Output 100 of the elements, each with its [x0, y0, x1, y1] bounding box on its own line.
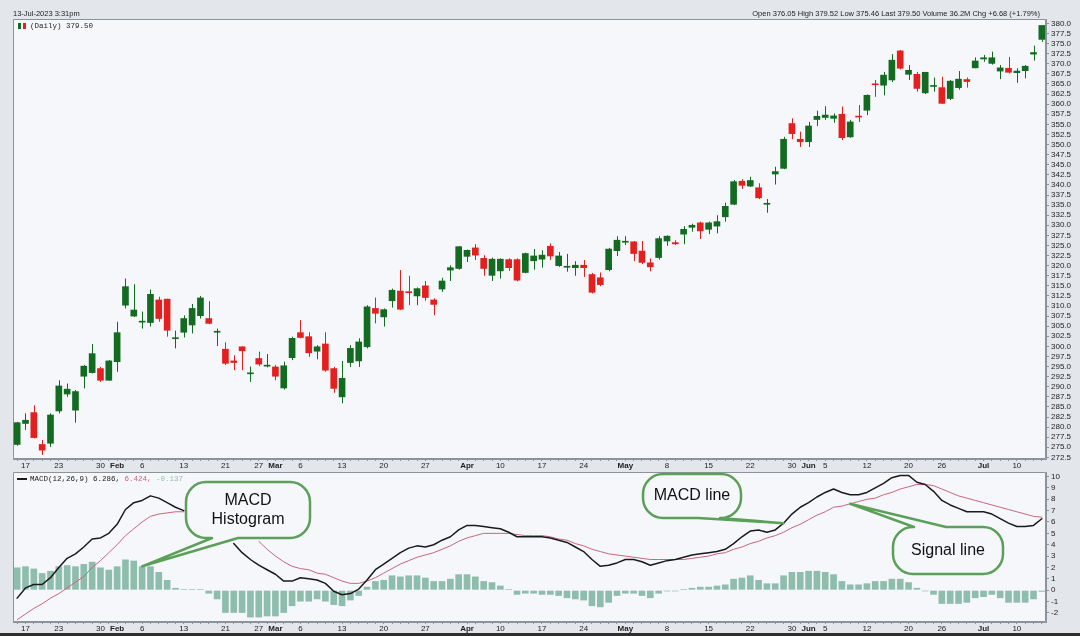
- candlestick: [730, 179, 737, 206]
- y-tick-label: 327.5: [1051, 230, 1072, 240]
- annotation: MACD line: [653, 486, 731, 504]
- bar: [763, 583, 771, 590]
- y-tick-label: 300.0: [1051, 341, 1072, 351]
- x-tick-label: Mar: [268, 624, 283, 633]
- y-tick-label: 282.5: [1051, 412, 1072, 422]
- candlestick: [605, 247, 612, 272]
- y-tick-label: 310.0: [1051, 301, 1072, 311]
- x-tick-label: Jun: [801, 624, 816, 633]
- x-tick-label: Apr: [460, 461, 474, 470]
- x-tick-label: 17: [21, 461, 31, 470]
- candlestick: [630, 240, 637, 262]
- x-tick-label: 27: [254, 624, 264, 633]
- candlestick: [180, 314, 188, 338]
- x-tick-label: 26: [937, 624, 947, 633]
- candlestick: [72, 389, 79, 424]
- y-tick-label: 295.0: [1051, 361, 1072, 371]
- x-tick-label: 22: [745, 461, 756, 470]
- y-tick-label: 365.0: [1051, 79, 1072, 89]
- y-tick-label: 320.0: [1051, 260, 1072, 270]
- y-tick-label: 5: [1051, 528, 1056, 538]
- y-tick-label: 4: [1051, 539, 1056, 549]
- x-tick-label: 23: [54, 624, 64, 633]
- x-tick-label: 13: [179, 624, 189, 633]
- candlestick: [638, 240, 646, 265]
- bar: [838, 581, 846, 590]
- y-tick-label: 350.0: [1051, 139, 1072, 149]
- x-tick-label: Feb: [110, 461, 125, 470]
- candlestick: [80, 364, 88, 389]
- y-tick-label: 325.0: [1051, 240, 1072, 250]
- x-tick-label: 5: [823, 461, 829, 470]
- x-tick-label: 20: [379, 624, 389, 633]
- y-tick-label: 370.0: [1051, 59, 1072, 69]
- y-tick-label: 287.5: [1051, 392, 1072, 402]
- candlestick: [655, 235, 662, 261]
- y-tick-label: 322.5: [1051, 250, 1072, 260]
- y-tick-label: 340.0: [1051, 180, 1072, 190]
- bar: [738, 577, 746, 590]
- x-tick-label: 20: [379, 461, 389, 470]
- y-tick-label: 307.5: [1051, 311, 1072, 321]
- x-tick-label: May: [617, 624, 634, 633]
- bar: [438, 581, 446, 590]
- y-tick-label: 9: [1051, 483, 1056, 493]
- bar: [163, 579, 171, 590]
- candlestick: [122, 278, 129, 309]
- y-tick-label: 342.5: [1051, 170, 1072, 180]
- annotation: MACD Histogram: [211, 490, 285, 527]
- bar: [863, 583, 871, 590]
- x-tick-label: 15: [704, 624, 714, 633]
- bar: [813, 570, 821, 590]
- y-tick-label: 360.0: [1051, 99, 1072, 109]
- y-tick-label: 367.5: [1051, 69, 1072, 79]
- candlestick: [380, 307, 388, 328]
- y-tick-label: 380.0: [1051, 18, 1072, 28]
- x-tick-label: 27: [420, 624, 431, 633]
- x-tick-label: 17: [21, 624, 31, 633]
- bar: [888, 578, 896, 590]
- candlestick: [105, 359, 113, 382]
- bar: [413, 575, 421, 590]
- x-tick-label: 30: [787, 624, 797, 633]
- x-tick-label: 10: [1012, 624, 1022, 633]
- x-tick-label: 20: [904, 461, 914, 470]
- candlestick: [880, 71, 887, 96]
- bar: [113, 566, 121, 590]
- bar: [388, 575, 396, 590]
- x-tick-label: 10: [495, 461, 506, 470]
- x-tick-label: 6: [298, 624, 304, 633]
- y-tick-label: 345.0: [1051, 159, 1072, 169]
- y-tick-label: 7: [1051, 505, 1056, 515]
- y-tick-label: 362.5: [1051, 89, 1072, 99]
- candlestick: [680, 225, 687, 245]
- x-tick-label: 10: [495, 624, 506, 633]
- y-tick-label: 272.5: [1051, 452, 1072, 462]
- x-tick-label: Feb: [110, 624, 125, 633]
- candlestick: [130, 283, 138, 318]
- x-tick-label: 20: [904, 624, 914, 633]
- y-tick-label: 285.0: [1051, 402, 1072, 412]
- y-tick-label: 312.5: [1051, 291, 1072, 301]
- y-tick-label: 8: [1051, 494, 1056, 504]
- x-tick-label: 26: [937, 461, 947, 470]
- x-tick-label: 12: [862, 624, 872, 633]
- x-tick-label: 13: [179, 461, 189, 470]
- y-tick-label: 10: [1051, 471, 1061, 481]
- x-tick-label: 27: [420, 461, 431, 470]
- y-tick-label: 335.0: [1051, 200, 1072, 210]
- y-tick-label: 2: [1051, 562, 1056, 572]
- x-tick-label: 13: [337, 461, 348, 470]
- x-tick-label: 8: [664, 624, 670, 633]
- x-tick-label: 17: [537, 461, 547, 470]
- candlestick: [288, 336, 296, 361]
- y-tick-label: 280.0: [1051, 422, 1072, 432]
- x-tick-label: 10: [1012, 461, 1022, 470]
- x-tick-label: 13: [337, 624, 348, 633]
- candlestick: [197, 295, 204, 320]
- x-tick-label: 30: [96, 624, 106, 633]
- y-tick-label: 3: [1051, 551, 1056, 561]
- x-tick-label: 15: [704, 461, 714, 470]
- x-tick-label: 30: [787, 461, 797, 470]
- y-tick-label: 1: [1051, 574, 1056, 584]
